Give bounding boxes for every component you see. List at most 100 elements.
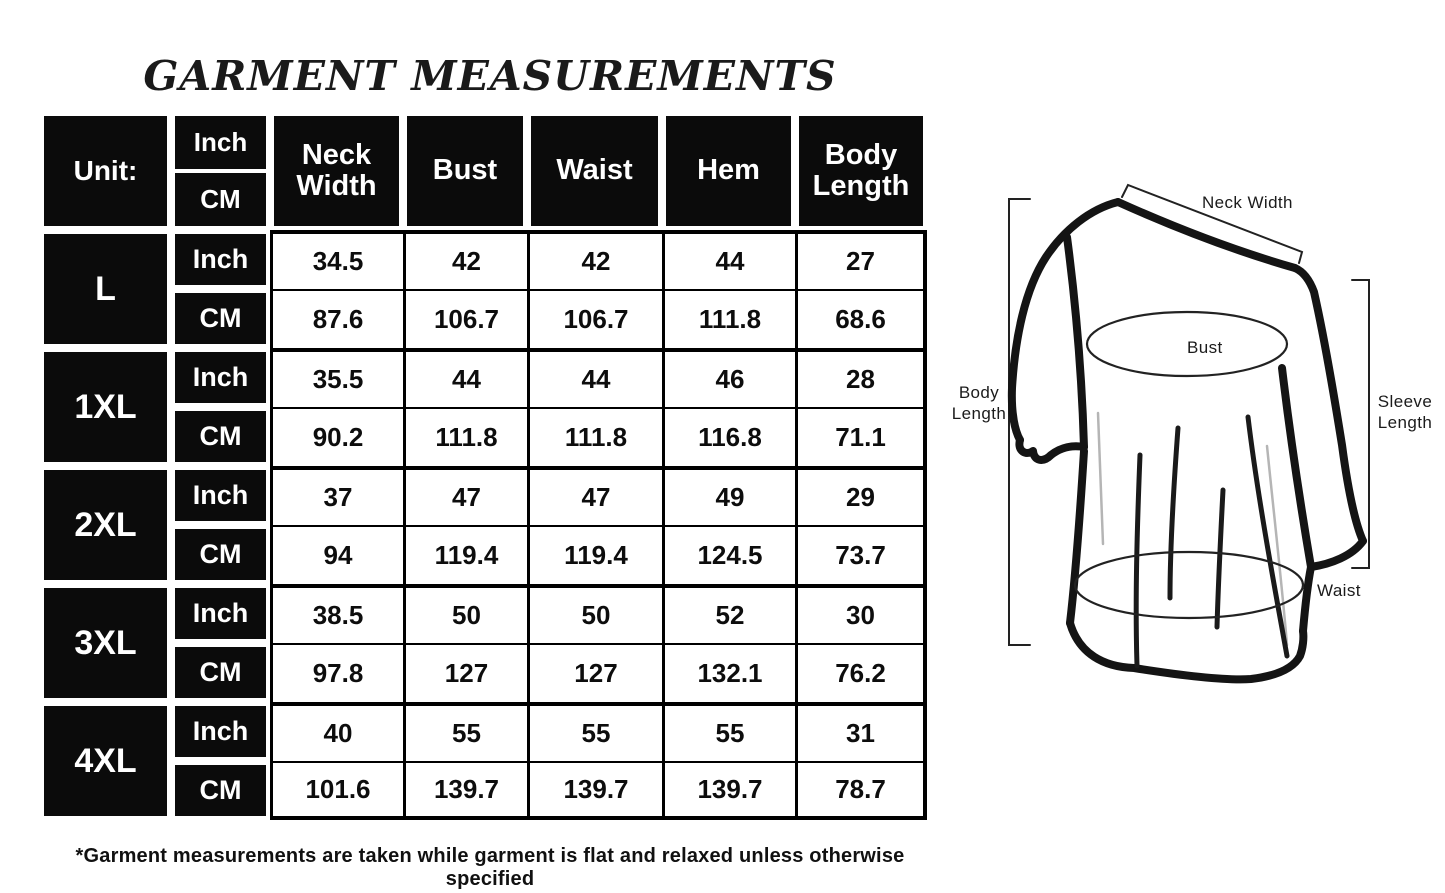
header-cell-body-length: Body Length — [799, 116, 923, 226]
bust-ellipse — [1085, 310, 1289, 378]
value-cell: 50 — [527, 584, 662, 643]
size-chart-table: Unit: Inch CM Neck Width Bust Waist Hem … — [40, 112, 927, 820]
size-cell-1xl: 1XL — [44, 352, 167, 462]
garment-left-body-edge — [1066, 447, 1088, 627]
value-cell: 38.5 — [270, 584, 403, 643]
unit-cell-cm: CM — [175, 647, 266, 698]
value-cell: 119.4 — [527, 525, 662, 584]
value-cell: 73.7 — [795, 525, 927, 584]
value-cell: 46 — [662, 348, 795, 407]
unit-cell-inch: Inch — [175, 234, 266, 285]
garment-right-sleeve-outer — [1291, 264, 1367, 545]
value-cell: 78.7 — [795, 761, 927, 820]
value-cell: 94 — [270, 525, 403, 584]
value-cell: 111.8 — [527, 407, 662, 466]
header-cell-bust: Bust — [407, 116, 523, 226]
value-cell: 55 — [527, 702, 662, 761]
garment-diagram — [1007, 183, 1370, 684]
unit-options-cell: Inch CM — [175, 116, 266, 226]
garment-right-body-edge — [1299, 563, 1315, 635]
value-cell: 139.7 — [403, 761, 527, 820]
neck-width-bracket — [1121, 183, 1304, 264]
size-cell-l: L — [44, 234, 167, 344]
value-cell: 76.2 — [795, 643, 927, 702]
garment-hem — [1066, 619, 1308, 684]
value-cell: 111.8 — [403, 407, 527, 466]
sleeve-length-label: Sleeve Length — [1377, 392, 1433, 432]
value-cell: 116.8 — [662, 407, 795, 466]
value-cell: 87.6 — [270, 289, 403, 348]
value-cell: 27 — [795, 230, 927, 289]
unit-header-cell: Unit: — [44, 116, 167, 226]
fold-line — [1167, 425, 1181, 601]
value-cell: 42 — [403, 230, 527, 289]
value-cell: 49 — [662, 466, 795, 525]
bust-label: Bust — [1187, 338, 1223, 357]
fold-line — [1133, 452, 1143, 669]
footnote: *Garment measurements are taken while ga… — [75, 845, 905, 890]
garment-right-cuff — [1307, 537, 1367, 571]
size-cell-3xl: 3XL — [44, 588, 167, 698]
sleeve-length-bracket — [1351, 279, 1370, 569]
waist-ellipse — [1073, 550, 1305, 620]
fold-line — [1245, 414, 1290, 659]
value-cell: 124.5 — [662, 525, 795, 584]
page-title: GARMENT MEASUREMENTS — [143, 52, 837, 100]
garment-right-sleeve-inner — [1278, 364, 1315, 571]
value-cell: 68.6 — [795, 289, 927, 348]
size-cell-2xl: 2XL — [44, 470, 167, 580]
value-cell: 111.8 — [662, 289, 795, 348]
light-fold-line — [1265, 444, 1289, 647]
value-cell: 34.5 — [270, 230, 403, 289]
value-cell: 127 — [527, 643, 662, 702]
header-cell-hem: Hem — [666, 116, 791, 226]
header-cell-waist: Waist — [531, 116, 658, 226]
value-cell: 37 — [270, 466, 403, 525]
unit-cell-cm: CM — [175, 765, 266, 816]
value-cell: 40 — [270, 702, 403, 761]
unit-cell-cm: CM — [175, 293, 266, 344]
garment-neckline — [1114, 198, 1299, 272]
garment-left-sleeve-outer — [1007, 198, 1122, 444]
body-length-label: Body Length — [951, 383, 1007, 423]
garment-left-sleeve-inner — [1063, 233, 1088, 451]
unit-option-inch: Inch — [175, 116, 266, 173]
neck-width-label: Neck Width — [1202, 193, 1293, 212]
value-cell: 47 — [403, 466, 527, 525]
unit-option-cm: CM — [200, 184, 241, 215]
value-cell: 50 — [403, 584, 527, 643]
header-cell-neck-width: Neck Width — [274, 116, 399, 226]
unit-cell-cm: CM — [175, 529, 266, 580]
value-cell: 28 — [795, 348, 927, 407]
value-cell: 132.1 — [662, 643, 795, 702]
value-cell: 35.5 — [270, 348, 403, 407]
value-cell: 139.7 — [662, 761, 795, 820]
value-cell: 106.7 — [403, 289, 527, 348]
value-cell: 139.7 — [527, 761, 662, 820]
value-cell: 44 — [527, 348, 662, 407]
size-cell-4xl: 4XL — [44, 706, 167, 816]
value-cell: 119.4 — [403, 525, 527, 584]
value-cell: 31 — [795, 702, 927, 761]
light-fold-line — [1096, 411, 1105, 546]
value-cell: 55 — [662, 702, 795, 761]
value-cell: 44 — [662, 230, 795, 289]
unit-cell-inch: Inch — [175, 706, 266, 757]
value-cell: 71.1 — [795, 407, 927, 466]
value-cell: 52 — [662, 584, 795, 643]
value-cell: 44 — [403, 348, 527, 407]
value-cell: 55 — [403, 702, 527, 761]
value-cell: 30 — [795, 584, 927, 643]
value-cell: 90.2 — [270, 407, 403, 466]
waist-label: Waist — [1317, 581, 1361, 600]
unit-cell-cm: CM — [175, 411, 266, 462]
value-cell: 97.8 — [270, 643, 403, 702]
fold-line — [1214, 487, 1226, 630]
value-cell: 127 — [403, 643, 527, 702]
unit-cell-inch: Inch — [175, 470, 266, 521]
value-cell: 106.7 — [527, 289, 662, 348]
value-cell: 47 — [527, 466, 662, 525]
value-cell: 101.6 — [270, 761, 403, 820]
value-cell: 42 — [527, 230, 662, 289]
